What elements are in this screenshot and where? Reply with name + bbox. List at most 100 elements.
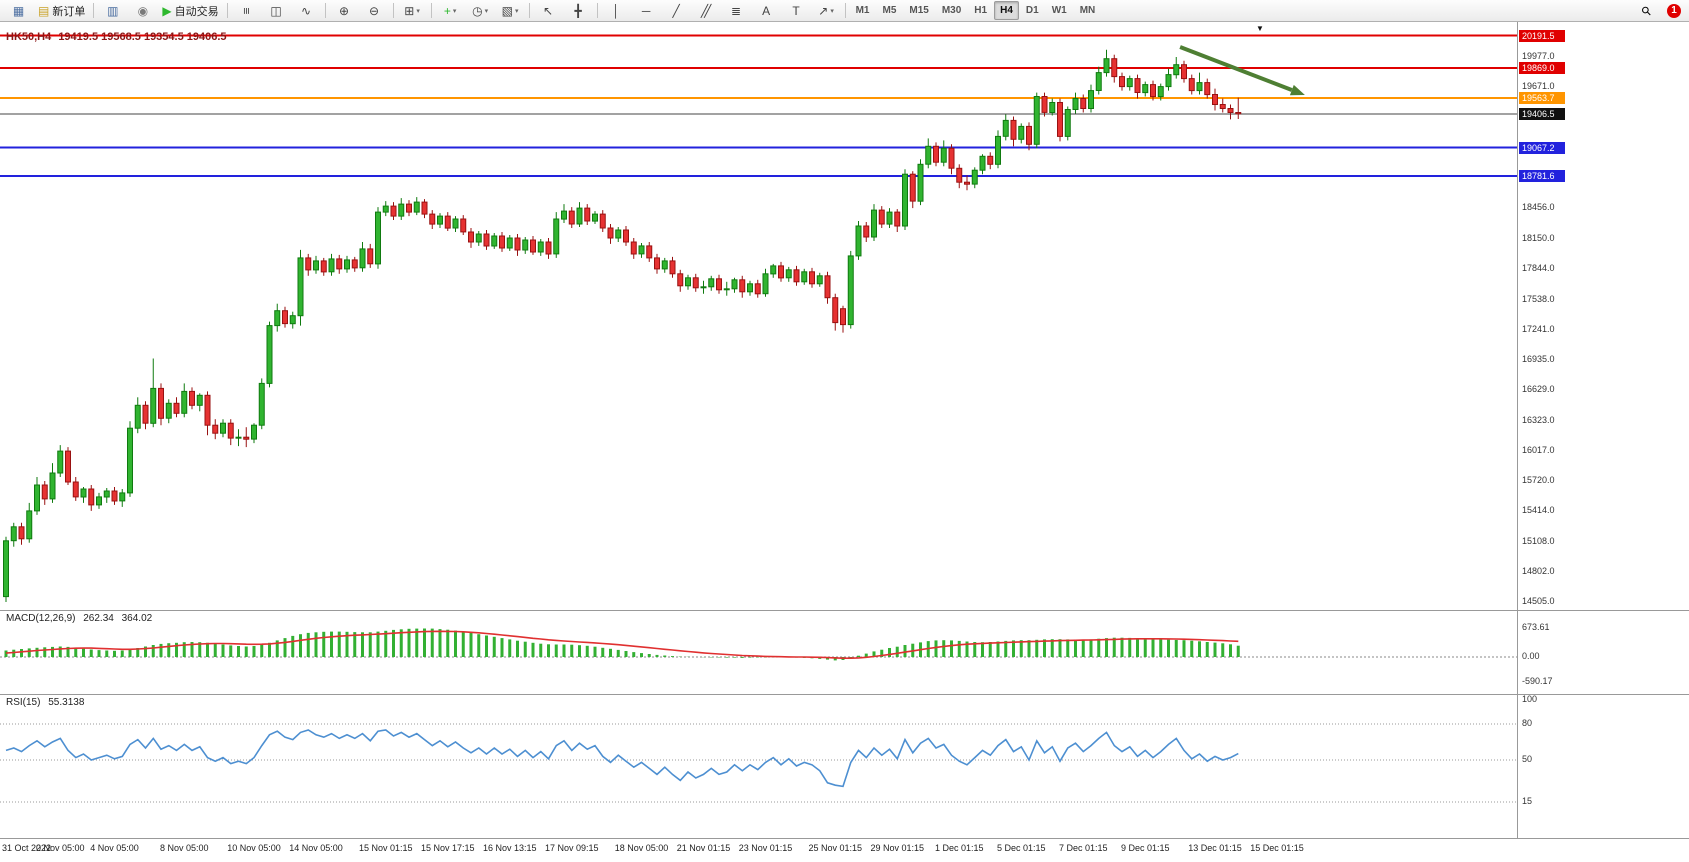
price-tick-label: 15720.0 bbox=[1522, 474, 1555, 485]
macd-main-value: 262.34 bbox=[83, 613, 114, 624]
price-tick-label: 16017.0 bbox=[1522, 445, 1555, 456]
time-tick-label: 31 Oct 2022 bbox=[2, 843, 52, 853]
text-label-icon: T bbox=[792, 3, 800, 18]
channel-button[interactable]: ╱╱ bbox=[692, 0, 721, 21]
panel-separator[interactable] bbox=[0, 694, 1689, 695]
time-tick-label: 15 Nov 01:15 bbox=[358, 843, 413, 853]
cursor-icon: ↖ bbox=[543, 3, 554, 18]
candlestick-button[interactable]: ◫ bbox=[262, 0, 291, 21]
price-axis[interactable]: 19977.0 19671.0 18456.0 18150.0 17844.0 17538… bbox=[1517, 22, 1689, 838]
horizontal-line-button[interactable]: ─ bbox=[632, 0, 661, 21]
new-order-button-label: 新订单 bbox=[52, 5, 86, 18]
crosshair-button[interactable]: ╋ bbox=[564, 0, 593, 21]
tf-h1-button[interactable]: H1 bbox=[974, 5, 988, 16]
time-tick-label: 15 Nov 17:15 bbox=[420, 843, 475, 853]
price-tick-label: 14505.0 bbox=[1522, 596, 1555, 606]
price-level-label: 19406.5 bbox=[1519, 107, 1565, 120]
rsi-tick-label: 15 bbox=[1522, 796, 1533, 806]
price-tick-label: 14802.0 bbox=[1522, 566, 1555, 577]
rsi-value: 55.3138 bbox=[48, 697, 85, 708]
toolbar-separator bbox=[844, 3, 846, 18]
macd-label: MACD(12,26,9) 262.34 364.02 bbox=[6, 613, 157, 624]
time-tick-label: 9 Dec 01:15 bbox=[1120, 843, 1170, 853]
arrow-shape-icon: ↗ bbox=[818, 3, 829, 18]
time-tick-label: 10 Nov 05:00 bbox=[227, 843, 281, 853]
fibonacci-button[interactable]: ≣ bbox=[722, 0, 751, 21]
chart-symbol-period: HK50,H4 bbox=[6, 31, 52, 43]
navigator-button[interactable]: ◉ bbox=[128, 0, 157, 21]
templates-button[interactable]: ▧ ▾ bbox=[496, 0, 525, 21]
search-button[interactable]: ⚲ bbox=[1632, 0, 1661, 21]
tf-m1-button[interactable]: M1 bbox=[855, 5, 870, 16]
bar-chart-icon: ≡ bbox=[239, 6, 254, 15]
macd-name: MACD(12,26,9) bbox=[6, 613, 76, 624]
price-tick-label: 15414.0 bbox=[1522, 505, 1555, 516]
chart-title: HK50,H4 19419.5 19568.5 19354.5 19406.5 bbox=[6, 31, 231, 43]
price-tick-label: 16323.0 bbox=[1522, 414, 1555, 425]
time-axis[interactable]: 31 Oct 2022 2 Nov 05:00 4 Nov 05:00 8 Nov 0… bbox=[0, 839, 1689, 862]
time-tick-label: 14 Nov 05:00 bbox=[289, 843, 343, 853]
toolbar-separator bbox=[93, 3, 95, 18]
tf-w1-button[interactable]: W1 bbox=[1051, 5, 1067, 16]
dropdown-caret-icon: ▾ bbox=[416, 7, 420, 15]
price-chart[interactable] bbox=[0, 22, 1517, 610]
periods-button[interactable]: ◷ ▾ bbox=[466, 0, 495, 21]
trendline-button[interactable]: ╱ bbox=[662, 0, 691, 21]
price-level-label: 19869.0 bbox=[1519, 61, 1565, 74]
macd-tick-label: 673.61 bbox=[1522, 622, 1550, 633]
indicators-icon: + bbox=[443, 3, 451, 18]
tf-h4-button[interactable]: H4 bbox=[994, 1, 1019, 20]
crosshair-icon: ╋ bbox=[574, 3, 582, 18]
bar-chart-button[interactable]: ≡ bbox=[232, 0, 261, 21]
panel-separator bbox=[0, 838, 1689, 839]
zoom-in-button[interactable]: ⊕ bbox=[330, 0, 359, 21]
panel-separator[interactable] bbox=[0, 610, 1689, 611]
new-order-button[interactable]: ▤ 新订单 bbox=[34, 0, 89, 21]
trend-arrow-annotation[interactable] bbox=[1179, 45, 1305, 96]
indicators-button[interactable]: + ▾ bbox=[436, 0, 465, 21]
text-label-button[interactable]: T bbox=[782, 0, 811, 21]
play-icon: ▶ bbox=[162, 3, 172, 18]
time-tick-label: 25 Nov 01:15 bbox=[808, 843, 863, 853]
rsi-panel[interactable] bbox=[0, 694, 1517, 838]
macd-panel[interactable] bbox=[0, 610, 1517, 694]
tf-m15-button[interactable]: M15 bbox=[909, 5, 929, 16]
price-tick-label: 17241.0 bbox=[1522, 323, 1555, 334]
time-tick-label: 1 Dec 01:15 bbox=[934, 843, 984, 853]
price-tick-label: 18456.0 bbox=[1522, 202, 1555, 213]
tf-m30-button[interactable]: M30 bbox=[941, 5, 962, 16]
dropdown-caret-icon: ▾ bbox=[830, 7, 834, 15]
search-icon: ⚲ bbox=[1638, 2, 1655, 19]
cursor-button[interactable]: ↖ bbox=[534, 0, 563, 21]
text-button[interactable]: A bbox=[752, 0, 781, 21]
tf-mn-button[interactable]: MN bbox=[1079, 5, 1096, 16]
time-tick-label: 18 Nov 05:00 bbox=[614, 843, 669, 853]
tf-m5-button[interactable]: M5 bbox=[882, 5, 897, 16]
macd-signal-value: 364.02 bbox=[121, 613, 153, 624]
market-watch-button[interactable]: ▥ bbox=[98, 0, 127, 21]
price-tick-label: 15108.0 bbox=[1522, 535, 1555, 546]
time-tick-label: 5 Dec 01:15 bbox=[996, 843, 1046, 853]
price-tick-label: 17538.0 bbox=[1522, 293, 1555, 304]
shapes-button[interactable]: ↗ ▾ bbox=[812, 0, 841, 21]
new-chart-button[interactable]: ▦ bbox=[4, 0, 33, 21]
vertical-line-button[interactable]: │ bbox=[602, 0, 631, 21]
toolbar-separator bbox=[596, 3, 598, 18]
rsi-tick-label: 80 bbox=[1522, 718, 1533, 728]
macd-tick-label: 0.00 bbox=[1522, 651, 1540, 661]
navigator-icon: ◉ bbox=[137, 3, 149, 18]
line-chart-button[interactable]: ∿ bbox=[292, 0, 321, 21]
tile-windows-icon: ⊞ bbox=[404, 3, 415, 18]
time-tick-label: 17 Nov 09:15 bbox=[544, 843, 599, 853]
new-order-icon: ▤ bbox=[38, 3, 50, 18]
tile-windows-button[interactable]: ⊞ ▾ bbox=[398, 0, 427, 21]
autotrading-button[interactable]: ▶ 自动交易 bbox=[158, 0, 222, 21]
rsi-name: RSI(15) bbox=[6, 697, 41, 708]
line-chart-icon: ∿ bbox=[301, 3, 312, 18]
tf-d1-button[interactable]: D1 bbox=[1025, 5, 1039, 16]
autotrading-button-label: 自动交易 bbox=[174, 5, 219, 18]
fibonacci-icon: ≣ bbox=[731, 3, 742, 18]
zoom-out-button[interactable]: ⊖ bbox=[360, 0, 389, 21]
notification-badge[interactable]: 1 bbox=[1667, 3, 1681, 18]
